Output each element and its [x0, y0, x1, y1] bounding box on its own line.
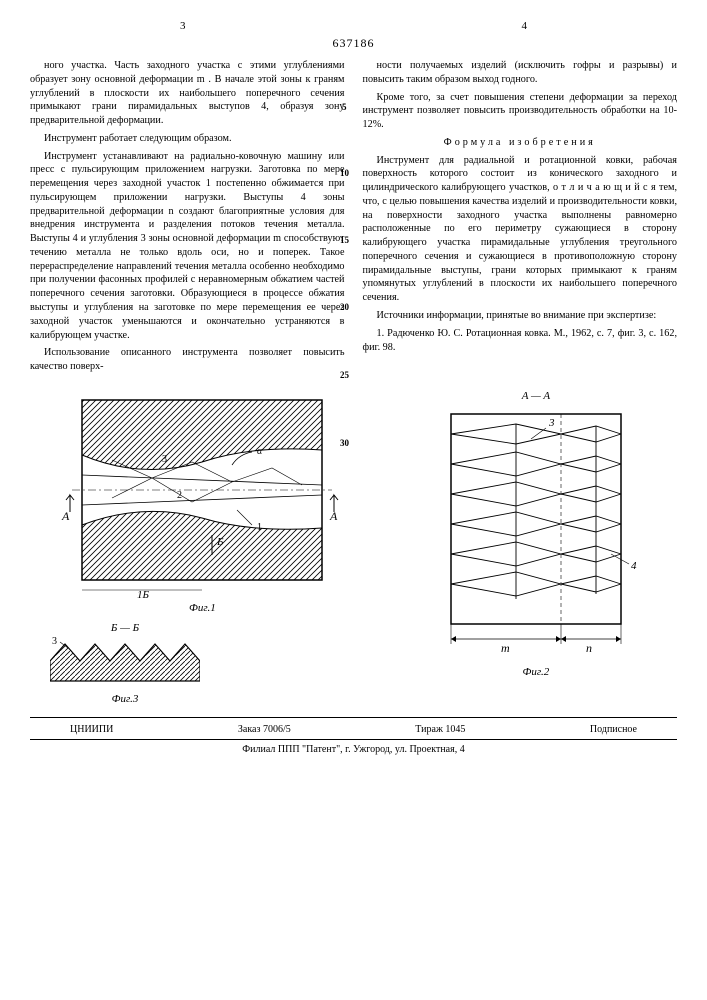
paragraph: Использование описанного инструмента поз…	[30, 346, 345, 374]
svg-text:3: 3	[162, 454, 167, 465]
svg-text:2: 2	[177, 490, 182, 501]
paragraph: Инструмент устанавливают на радиально-ко…	[30, 150, 345, 343]
svg-text:Б: Б	[216, 536, 224, 548]
fig3-caption: Фиг.3	[50, 693, 200, 705]
paragraph: Инструмент работает следующим образом.	[30, 132, 345, 146]
footer-tirazh: Тираж 1045	[415, 724, 465, 735]
svg-text:4: 4	[631, 560, 637, 572]
figure-3: 3	[50, 636, 200, 686]
svg-text:A: A	[61, 509, 70, 523]
svg-text:1Б: 1Б	[137, 589, 150, 600]
left-column: ного участка. Часть заходного участка с …	[30, 59, 345, 378]
figure-left-group: α A A Б 1 2 3 1Б Фиг.1 Б —	[30, 390, 375, 705]
footer-order: Заказ 7006/5	[238, 724, 291, 735]
fig2-caption: Фиг.2	[523, 666, 550, 678]
line-marker: 20	[340, 301, 349, 313]
fig1-caption: Фиг.1	[189, 602, 216, 614]
fig3-section-label: Б — Б	[50, 622, 200, 634]
line-marker: 30	[340, 437, 349, 449]
svg-text:m: m	[501, 641, 510, 655]
page-number-right: 4	[522, 20, 528, 32]
fig2-top-label: A — A	[522, 390, 550, 402]
line-marker: 10	[340, 167, 349, 179]
figure-2: 3 4 m n	[421, 404, 651, 664]
page-number-left: 3	[180, 20, 186, 32]
line-marker: 15	[340, 234, 349, 246]
text-columns: 5 10 15 20 25 30 ного участка. Часть зах…	[30, 59, 677, 378]
paragraph: Кроме того, за счет повышения степени де…	[363, 91, 678, 132]
footer-org: ЦНИИПИ	[70, 724, 113, 735]
figures-area: α A A Б 1 2 3 1Б Фиг.1 Б —	[30, 390, 677, 705]
paragraph: Инструмент для радиальной и ротационной …	[363, 154, 678, 305]
sources-title: Источники информации, принятые во вниман…	[363, 309, 678, 323]
svg-text:α: α	[257, 446, 263, 457]
footer: ЦНИИПИ Заказ 7006/5 Тираж 1045 Подписное…	[30, 717, 677, 755]
source-item: 1. Радюченко Ю. С. Ротационная ковка. М.…	[363, 327, 678, 355]
line-marker: 25	[340, 369, 349, 381]
footer-address: Филиал ППП "Патент", г. Ужгород, ул. Про…	[30, 744, 677, 755]
svg-text:3: 3	[52, 636, 57, 647]
footer-sign: Подписное	[590, 724, 637, 735]
patent-number: 637186	[30, 36, 677, 51]
paragraph: ности получаемых изделий (исключить гофр…	[363, 59, 678, 87]
svg-text:3: 3	[548, 417, 555, 429]
figure-right-group: A — A	[395, 390, 677, 678]
right-column: ности получаемых изделий (исключить гофр…	[363, 59, 678, 378]
page: 3 4 637186 5 10 15 20 25 30 ного участка…	[0, 0, 707, 765]
figure-1: α A A Б 1 2 3 1Б	[52, 390, 352, 600]
line-marker: 5	[342, 101, 347, 113]
page-number-row: 3 4	[30, 20, 677, 32]
svg-text:1: 1	[257, 522, 262, 533]
svg-text:n: n	[586, 641, 592, 655]
formula-title: Формула изобретения	[363, 136, 678, 150]
paragraph: ного участка. Часть заходного участка с …	[30, 59, 345, 128]
